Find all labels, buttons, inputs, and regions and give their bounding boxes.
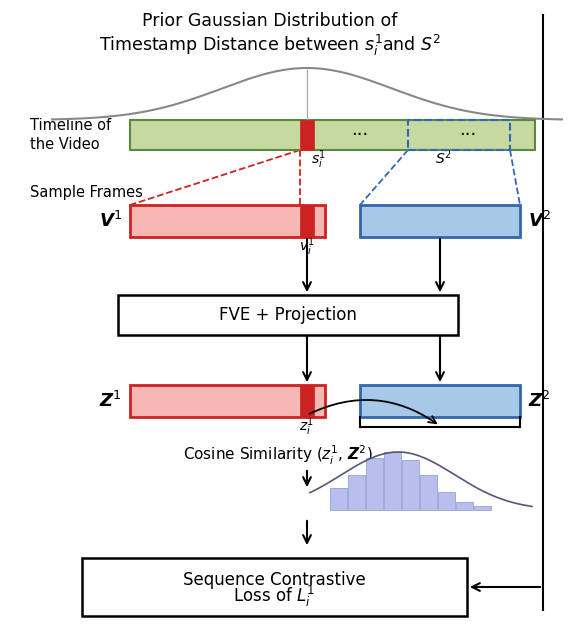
Bar (348, 475, 365, 510)
Bar (420, 475, 437, 510)
Text: $z_i^1$: $z_i^1$ (300, 415, 315, 438)
Bar (118, 295, 458, 335)
Bar (130, 385, 325, 417)
Text: $\boldsymbol{V}^2$: $\boldsymbol{V}^2$ (528, 211, 551, 231)
Bar (300, 385, 314, 417)
Text: Timeline of
the Video: Timeline of the Video (30, 117, 111, 152)
Bar (300, 205, 314, 237)
Text: $\boldsymbol{Z}^2$: $\boldsymbol{Z}^2$ (528, 391, 550, 411)
Bar (438, 492, 455, 510)
Bar (130, 120, 535, 150)
Bar (360, 385, 520, 417)
Text: Prior Gaussian Distribution of: Prior Gaussian Distribution of (143, 12, 398, 30)
Bar (402, 460, 419, 510)
Bar (300, 120, 314, 150)
Bar (384, 452, 401, 510)
Bar (456, 502, 473, 510)
Text: Loss of $L_i^1$: Loss of $L_i^1$ (233, 584, 316, 608)
Text: $v_i^1$: $v_i^1$ (299, 235, 315, 258)
Bar (330, 488, 347, 510)
Text: $s_i^1$: $s_i^1$ (311, 148, 326, 171)
FancyArrowPatch shape (309, 400, 436, 424)
Text: ···: ··· (351, 126, 369, 144)
Text: Sample Frames: Sample Frames (30, 185, 143, 201)
Text: $S^2$: $S^2$ (435, 148, 452, 166)
Bar (366, 458, 383, 510)
Bar (474, 506, 491, 510)
Bar (360, 205, 520, 237)
Text: Sequence Contrastive: Sequence Contrastive (183, 571, 366, 589)
Text: $\boldsymbol{Z}^1$: $\boldsymbol{Z}^1$ (99, 391, 122, 411)
Bar (82, 558, 467, 616)
Text: FVE + Projection: FVE + Projection (219, 306, 357, 324)
Text: ···: ··· (459, 126, 477, 144)
Bar (130, 205, 325, 237)
Text: Timestamp Distance between $s_i^1$and $S^2$: Timestamp Distance between $s_i^1$and $S… (99, 33, 441, 58)
Text: Cosine Similarity ($z_i^1$, $\boldsymbol{Z}^2$): Cosine Similarity ($z_i^1$, $\boldsymbol… (183, 443, 373, 467)
Bar (408, 120, 510, 150)
Text: $\boldsymbol{V}^1$: $\boldsymbol{V}^1$ (99, 211, 122, 231)
